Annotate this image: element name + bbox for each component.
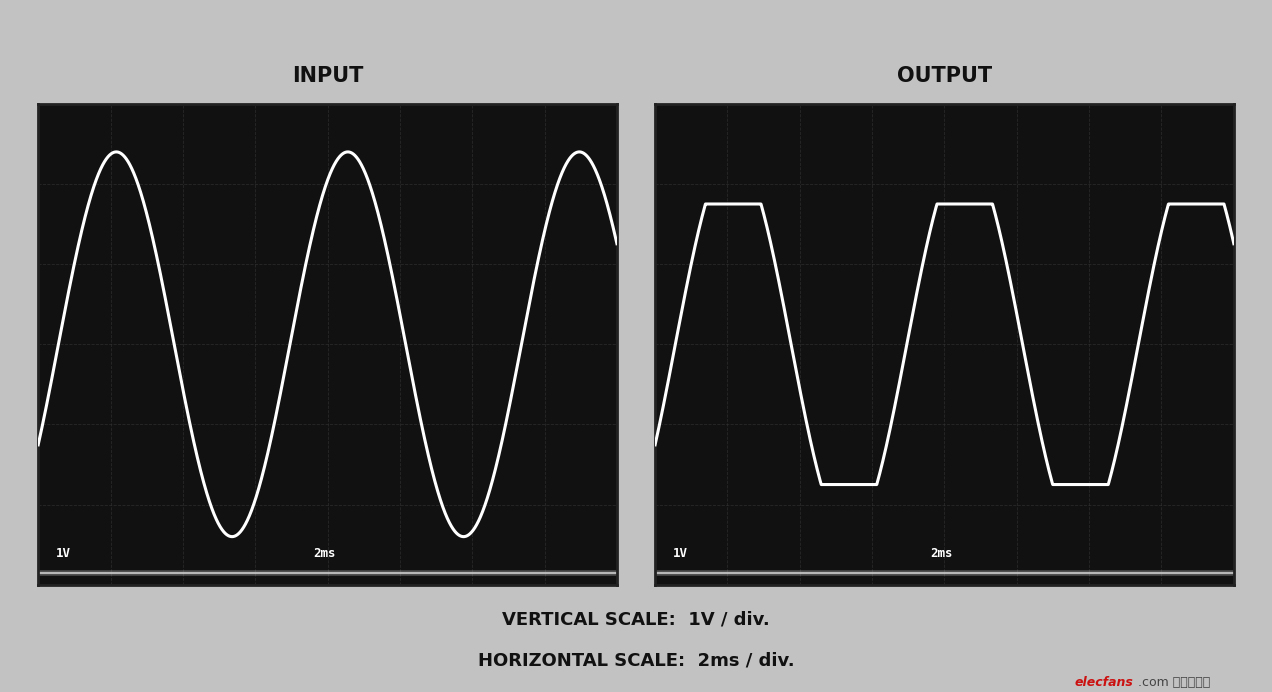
Text: HORIZONTAL SCALE:  2ms / div.: HORIZONTAL SCALE: 2ms / div.	[478, 652, 794, 670]
Text: .com 电子发烧友: .com 电子发烧友	[1138, 675, 1211, 689]
Text: VERTICAL SCALE:  1V / div.: VERTICAL SCALE: 1V / div.	[502, 610, 770, 628]
Text: 2ms: 2ms	[313, 547, 336, 560]
Text: OUTPUT: OUTPUT	[897, 66, 992, 86]
Text: 2ms: 2ms	[930, 547, 953, 560]
Text: 1V: 1V	[673, 547, 688, 560]
Text: 1V: 1V	[56, 547, 71, 560]
Text: elecfans: elecfans	[1075, 675, 1133, 689]
Text: INPUT: INPUT	[291, 66, 364, 86]
